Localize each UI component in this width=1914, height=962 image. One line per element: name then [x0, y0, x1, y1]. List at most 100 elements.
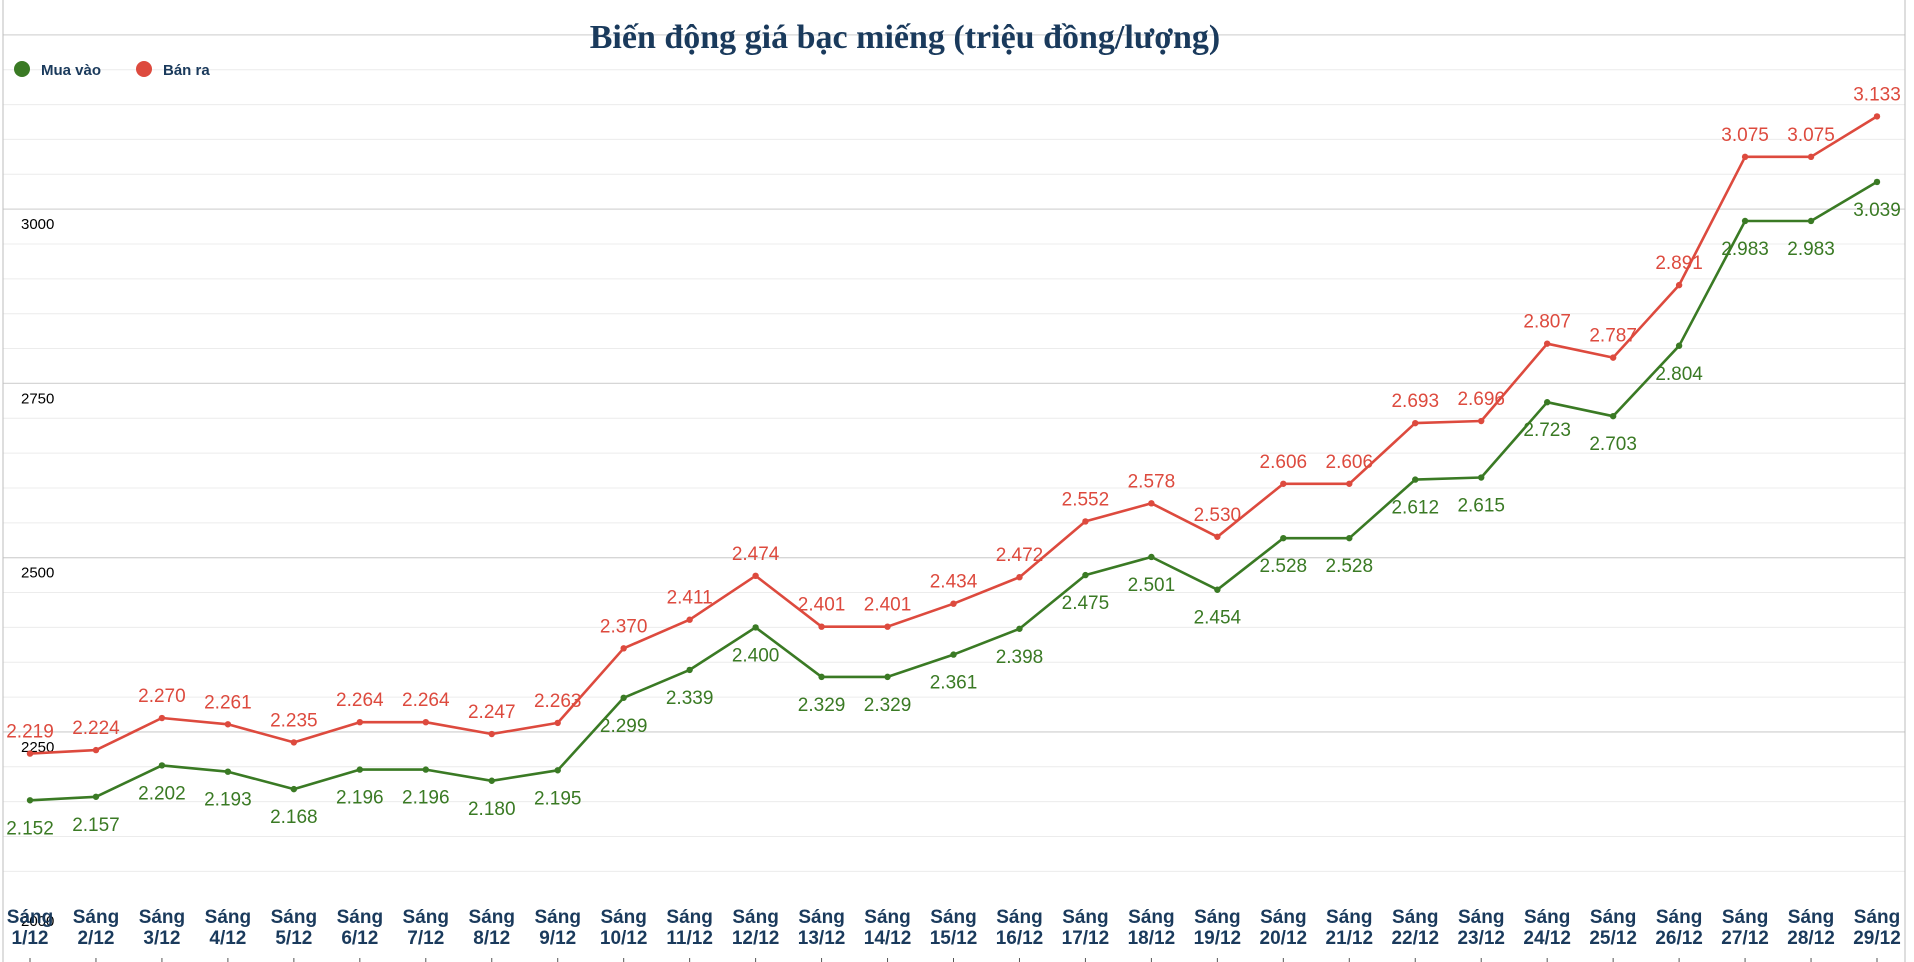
data-label-sell: 2.235: [270, 710, 318, 731]
data-point-buy: [884, 673, 891, 681]
data-point-sell: [1082, 518, 1089, 525]
data-label-buy: 2.983: [1787, 239, 1835, 260]
data-point-buy: [1082, 571, 1089, 579]
x-tick-label: Sáng 15/12: [930, 907, 978, 949]
data-label-buy: 2.339: [666, 688, 714, 709]
data-point-buy: [1807, 217, 1815, 225]
data-point-buy: [92, 793, 100, 800]
data-point-sell: [1873, 113, 1881, 120]
legend: Mua vào Bán ra: [14, 61, 210, 79]
data-label-buy: 2.180: [468, 799, 516, 820]
data-point-buy: [26, 797, 34, 804]
x-tick-label: Sáng 14/12: [864, 907, 912, 949]
x-tick-label: Sáng 8/12: [469, 907, 515, 949]
data-point-buy: [488, 777, 495, 784]
x-tick-label: Sáng 17/12: [1062, 907, 1110, 949]
x-tick-label: Sáng 4/12: [205, 907, 251, 949]
series: [26, 113, 1881, 804]
y-tick-label: 2000: [21, 913, 54, 930]
data-point-buy: [1346, 534, 1353, 542]
data-point-sell: [1214, 533, 1221, 540]
data-label-sell: 2.401: [798, 595, 846, 616]
x-tick-label: Sáng 19/12: [1194, 907, 1242, 949]
data-point-sell: [1280, 480, 1287, 487]
y-tick-label: 2500: [21, 565, 54, 582]
x-tick-label: Sáng 1/12: [7, 907, 53, 949]
legend-sell-label: Bán ra: [163, 62, 210, 79]
data-label-sell: 3.075: [1787, 125, 1835, 146]
data-label-sell: 2.264: [402, 690, 450, 711]
data-label-sell: 2.578: [1128, 471, 1176, 492]
data-label-sell: 2.263: [534, 691, 582, 712]
data-point-sell: [1016, 574, 1023, 581]
data-label-sell: 2.552: [1062, 489, 1110, 510]
data-label-sell: 2.434: [930, 572, 978, 593]
data-point-sell: [950, 600, 957, 607]
data-label-buy: 2.475: [1062, 593, 1110, 614]
data-label-buy: 2.723: [1523, 420, 1571, 441]
data-point-sell: [488, 730, 495, 738]
x-tick-label: Sáng 25/12: [1589, 907, 1637, 949]
data-point-buy: [1609, 412, 1617, 420]
chart-title: Biến động giá bạc miếng (triệu đồng/lượn…: [590, 19, 1221, 56]
x-tick-label: Sáng 18/12: [1128, 907, 1176, 949]
x-tick-label: Sáng 2/12: [73, 907, 119, 949]
data-label-sell: 2.401: [864, 595, 912, 616]
data-label-buy: 2.983: [1721, 239, 1769, 260]
x-tick-label: Sáng 10/12: [600, 907, 648, 949]
data-label-buy: 2.361: [930, 673, 978, 694]
data-label-sell: 2.270: [138, 686, 186, 707]
y-tick-label: 3000: [21, 216, 54, 233]
data-label-sell: 2.247: [468, 702, 516, 723]
data-point-sell: [620, 645, 627, 652]
data-label-buy: 2.528: [1326, 556, 1374, 577]
data-label-sell: 2.787: [1589, 326, 1637, 347]
data-point-buy: [290, 785, 298, 793]
data-label-buy: 2.196: [336, 788, 384, 809]
data-label-sell: 2.606: [1260, 452, 1308, 473]
data-label-sell: 2.264: [336, 690, 384, 711]
data-label-sell: 2.891: [1655, 253, 1703, 274]
data-label-buy: 2.703: [1589, 434, 1637, 455]
data-label-buy: 2.195: [534, 788, 582, 809]
data-point-buy: [1280, 534, 1287, 542]
x-tick-label: Sáng 27/12: [1721, 907, 1769, 949]
data-point-buy: [1148, 553, 1155, 561]
data-point-buy: [1543, 399, 1551, 406]
data-label-sell: 2.474: [732, 544, 780, 565]
data-label-buy: 2.398: [996, 647, 1044, 668]
legend-buy-label: Mua vào: [41, 62, 101, 79]
y-tick-label: 2750: [21, 390, 54, 407]
data-label-buy: 2.193: [204, 790, 252, 811]
data-point-sell: [422, 718, 429, 726]
data-point-buy: [752, 624, 759, 631]
data-point-buy: [224, 768, 232, 775]
data-label-sell: 2.696: [1457, 389, 1505, 410]
data-label-sell: 2.606: [1326, 452, 1374, 473]
data-label-sell: 2.472: [996, 545, 1044, 566]
data-label-sell: 2.530: [1194, 505, 1242, 526]
data-point-sell: [818, 623, 825, 630]
data-labels: 2.152 2.157 2.202 2.193 2.168 2.196 2.196 2.180…: [6, 84, 1901, 839]
x-tick-label: Sáng 28/12: [1787, 907, 1835, 949]
data-label-sell: 2.807: [1523, 312, 1571, 333]
data-point-buy: [1741, 217, 1749, 225]
data-label-buy: 2.501: [1128, 575, 1176, 596]
x-tick-label: Sáng 21/12: [1326, 907, 1374, 949]
data-point-buy: [950, 651, 957, 658]
data-label-buy: 3.039: [1853, 200, 1901, 221]
x-tick-label: Sáng 29/12: [1853, 907, 1901, 949]
data-point-buy: [620, 694, 627, 701]
data-label-buy: 2.454: [1194, 608, 1242, 629]
data-point-sell: [1543, 340, 1551, 347]
x-tick-label: Sáng 11/12: [666, 907, 713, 949]
x-tick-label: Sáng 7/12: [403, 907, 449, 949]
legend-buy-marker: [14, 61, 30, 77]
data-point-sell: [554, 719, 561, 727]
data-point-sell: [1675, 281, 1683, 289]
data-label-sell: 2.411: [667, 588, 713, 609]
data-label-sell: 2.693: [1391, 391, 1439, 412]
data-point-sell: [752, 572, 759, 580]
x-tick-label: Sáng 9/12: [534, 907, 580, 949]
